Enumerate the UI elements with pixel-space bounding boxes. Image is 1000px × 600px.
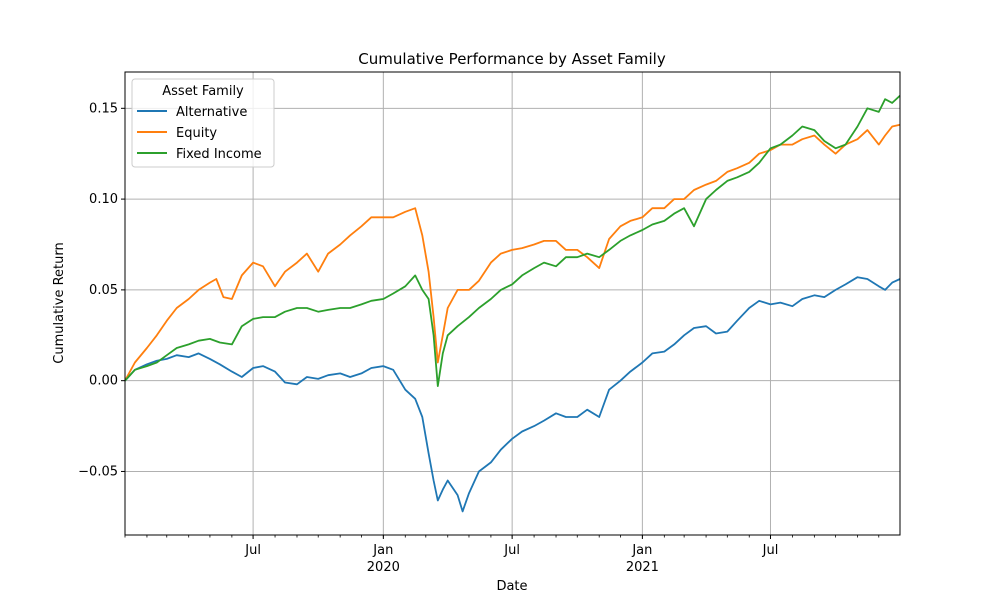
x-tick-label: Jan [631,543,652,558]
x-axis: Jul Jan 2020 Jul Jan 2021 Jul [124,535,880,575]
y-tick-label: −0.05 [78,464,118,479]
x-tick-label: Jul [244,543,261,558]
series-line-equity [124,123,901,382]
x-axis-label: Date [496,579,527,594]
y-axis-label: Cumulative Return [52,242,67,363]
x-tick-label: Jan [372,543,393,558]
x-tick-year-label: 2020 [367,560,400,575]
y-tick-label: 0.00 [89,374,118,389]
x-tick-year-label: 2021 [626,560,659,575]
legend-label-alternative: Alternative [176,105,247,120]
x-tick-label: Jul [762,543,779,558]
y-tick-label: 0.15 [89,101,118,116]
legend-box [131,78,275,168]
x-tick-label: Jul [503,543,520,558]
series-line-alternative [124,276,901,513]
series-line-fixed-income [124,94,901,388]
y-axis: −0.05 0.00 0.05 0.10 0.15 [78,101,125,479]
legend-label-equity: Equity [176,126,217,141]
chart-title: Cumulative Performance by Asset Family [358,50,666,68]
legend-label-fixed-income: Fixed Income [176,147,262,162]
y-tick-label: 0.05 [89,283,118,298]
legend-title: Asset Family [162,84,244,99]
legend: Asset Family Alternative Equity Fixed In… [131,78,275,168]
series-lines [124,94,901,513]
y-tick-label: 0.10 [89,192,118,207]
